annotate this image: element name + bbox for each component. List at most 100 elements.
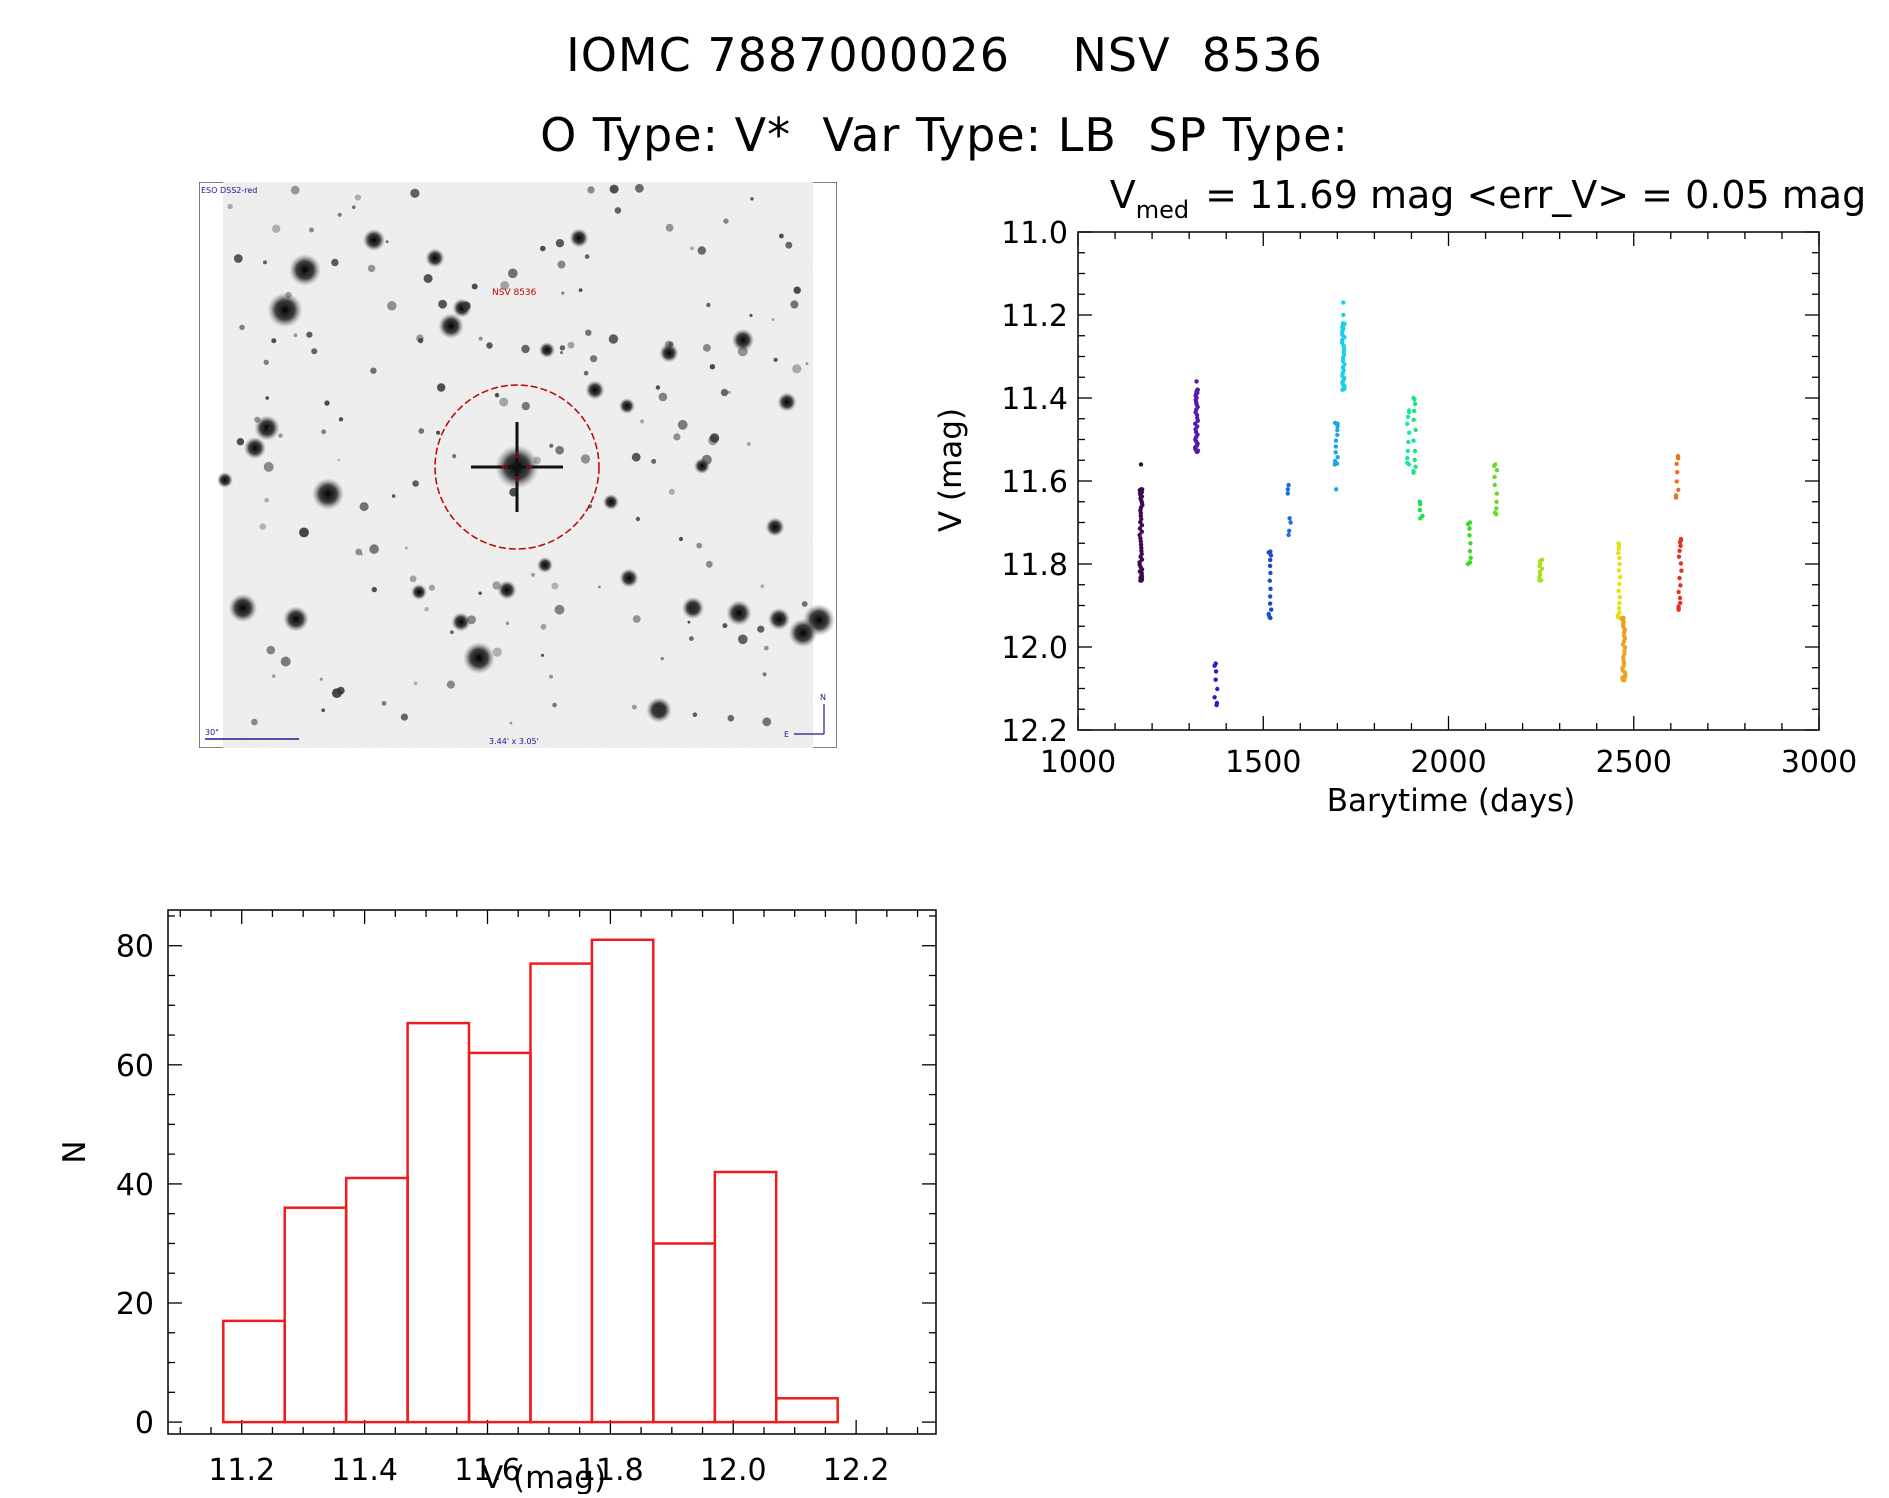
- star-field: [217, 183, 835, 727]
- faint-star-icon: [760, 584, 765, 589]
- light-curve-ylabel: V (mag): [933, 408, 969, 532]
- target-circle: [434, 384, 600, 550]
- faint-star-icon: [583, 370, 589, 376]
- data-point: [1335, 455, 1340, 460]
- faint-star-icon: [478, 336, 483, 341]
- target-crosshair-icon: [502, 452, 532, 482]
- data-point: [1413, 427, 1418, 433]
- data-point: [1341, 300, 1346, 305]
- star-icon: [537, 557, 553, 573]
- faint-star-icon: [486, 342, 493, 349]
- faint-star-icon: [400, 713, 408, 721]
- faint-star-icon: [706, 302, 711, 308]
- data-point: [1332, 462, 1337, 467]
- data-point: [1675, 470, 1680, 475]
- histogram-bar: [590, 938, 655, 1424]
- faint-star-icon: [690, 603, 698, 612]
- hist-xtick-label: 12.0: [700, 1453, 767, 1488]
- faint-star-icon: [293, 333, 298, 337]
- data-point: [1494, 499, 1499, 504]
- data-point: [1139, 545, 1144, 550]
- faint-star-icon: [551, 582, 559, 590]
- faint-star-icon: [387, 301, 397, 311]
- faint-star-icon: [306, 331, 313, 338]
- faint-star-icon: [467, 615, 476, 625]
- faint-star-icon: [436, 430, 441, 435]
- faint-star-icon: [690, 246, 694, 251]
- data-point: [1679, 568, 1684, 573]
- data-point: [1412, 448, 1418, 454]
- data-point: [1677, 548, 1682, 553]
- hist-xtick-label: 11.6: [454, 1453, 521, 1488]
- data-point: [1412, 457, 1417, 462]
- data-point: [1286, 532, 1291, 538]
- faint-star-icon: [560, 351, 563, 355]
- data-point: [1616, 588, 1621, 593]
- data-point: [1674, 461, 1679, 467]
- data-point: [1617, 555, 1622, 561]
- star-icon: [539, 342, 555, 358]
- lc-xtick-label: 1500: [1225, 745, 1301, 780]
- star-icon: [254, 415, 280, 441]
- data-point: [1334, 487, 1339, 492]
- data-point: [1288, 520, 1293, 525]
- faint-star-icon: [290, 185, 300, 195]
- faint-star-icon: [331, 258, 339, 267]
- data-point: [1467, 549, 1473, 554]
- data-point: [1465, 521, 1471, 527]
- finder-chart: NSV 8536 ESO DSS2-red 30" 3.44' x 3.05' …: [198, 181, 838, 749]
- faint-star-icon: [658, 392, 668, 402]
- faint-star-icon: [355, 548, 363, 556]
- hist-xtick-label: 11.4: [331, 1453, 398, 1488]
- star-icon: [411, 584, 427, 600]
- faint-star-icon: [462, 301, 471, 311]
- faint-star-icon: [311, 348, 318, 355]
- data-point: [1212, 663, 1217, 668]
- faint-star-icon: [737, 346, 748, 357]
- hist-ytick-label: 80: [116, 930, 154, 965]
- data-point: [1494, 491, 1499, 496]
- histogram-bar: [713, 1170, 778, 1424]
- hist-xtick-label: 11.8: [577, 1453, 644, 1488]
- faint-star-icon: [785, 241, 793, 249]
- lc-ytick-label: 11.8: [1001, 548, 1068, 583]
- faint-star-icon: [554, 604, 565, 615]
- faint-star-icon: [655, 385, 661, 390]
- data-point: [1468, 541, 1473, 546]
- data-point: [1465, 561, 1471, 567]
- faint-star-icon: [720, 388, 729, 397]
- data-point: [1213, 677, 1218, 682]
- faint-star-icon: [521, 401, 530, 411]
- faint-star-icon: [771, 318, 775, 321]
- data-point: [1678, 543, 1683, 548]
- faint-star-icon: [773, 357, 778, 362]
- data-point: [1676, 456, 1681, 461]
- data-point: [1405, 448, 1410, 454]
- faint-star-icon: [653, 706, 664, 717]
- data-point: [1267, 601, 1273, 606]
- data-point: [1285, 487, 1290, 492]
- faint-star-icon: [265, 396, 269, 400]
- star-icon: [289, 254, 321, 286]
- faint-star-icon: [266, 645, 276, 655]
- light-curve-xlabel: Barytime (days): [1327, 783, 1576, 819]
- faint-star-icon: [299, 527, 309, 538]
- data-point: [1138, 578, 1143, 583]
- faint-star-icon: [438, 299, 447, 309]
- faint-star-icon: [677, 419, 688, 430]
- faint-star-icon: [233, 254, 243, 263]
- data-point: [1335, 424, 1340, 429]
- data-point: [1677, 539, 1683, 545]
- faint-star-icon: [687, 620, 691, 624]
- faint-star-icon: [727, 714, 735, 722]
- faint-star-icon: [665, 223, 674, 232]
- faint-star-icon: [678, 536, 684, 542]
- data-point: [1268, 557, 1273, 563]
- faint-star-icon: [763, 645, 769, 651]
- data-point: [1285, 491, 1290, 496]
- faint-star-icon: [263, 359, 269, 365]
- star-icon: [497, 580, 517, 600]
- data-point: [1268, 553, 1274, 558]
- faint-star-icon: [689, 636, 694, 641]
- lc-xtick-label: 2500: [1596, 745, 1672, 780]
